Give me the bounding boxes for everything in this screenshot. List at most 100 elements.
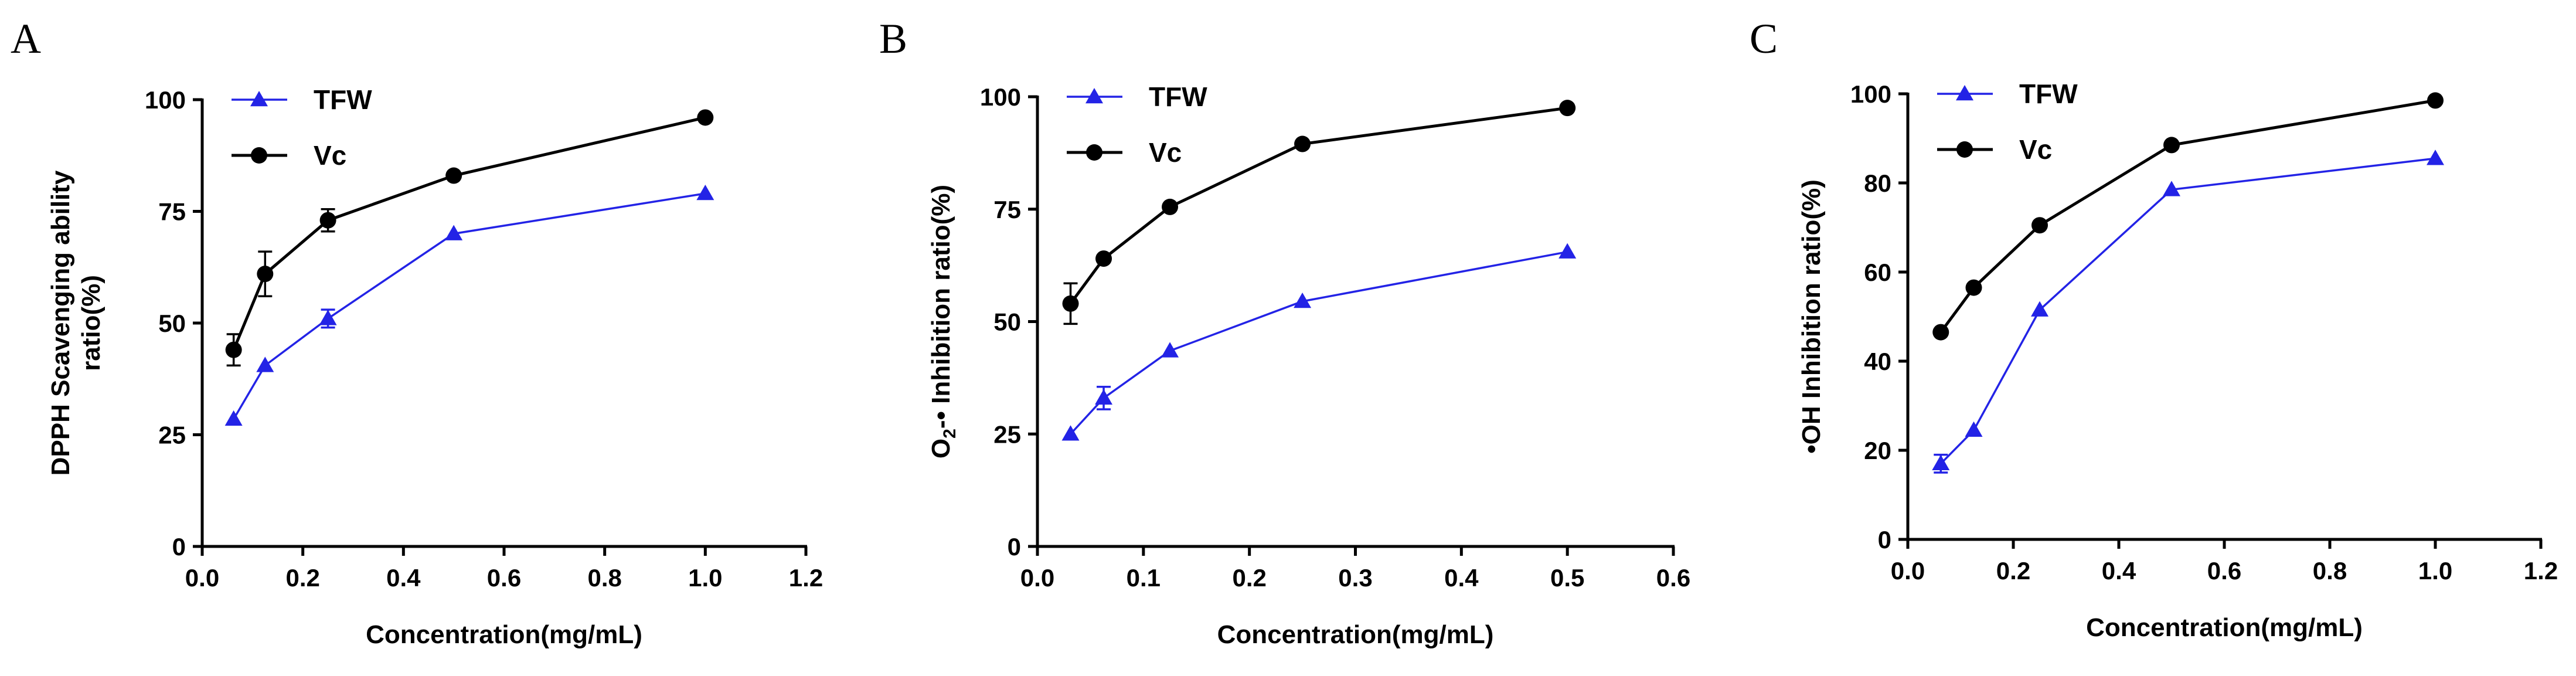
panel-c-vc-point <box>2031 217 2048 234</box>
panel-c-tfw-point <box>2031 301 2048 317</box>
panel-a-legend-marker-tfw <box>250 91 268 107</box>
panel-c-x-tick-label: 1.2 <box>2524 557 2558 585</box>
panel-c-legend-marker-tfw <box>1956 85 1973 101</box>
panel-b-y-axis-title-part: -• Inhibition ratio(%) <box>927 185 955 429</box>
panel-a-vc-point <box>319 212 336 229</box>
panel-c-x-tick-label: 0.0 <box>1891 557 1925 585</box>
panel-c-vc-point <box>1932 324 1949 341</box>
panel-c-x-tick-label: 1.0 <box>2418 557 2452 585</box>
panel-a-vc-point <box>697 109 714 126</box>
panel-b: B 0.0 0.1 0.2 0.3 0.4 0.5 0.6 0 25 50 75 100 Concentr… <box>879 15 1690 649</box>
panel-b-y-axis-title-part: 2 <box>940 429 959 439</box>
panel-c-y-tick-label: 100 <box>1850 80 1891 108</box>
panel-b-legend-label-vc: Vc <box>1149 137 1182 168</box>
panel-a-x-tick-label: 0.4 <box>386 564 421 592</box>
panel-b-tfw-point <box>1161 342 1179 358</box>
panel-b-vc-point <box>1095 250 1112 267</box>
panel-b-y-axis-title-part: O <box>927 439 955 458</box>
panel-c-y-tick-label: 40 <box>1864 348 1891 375</box>
panel-b-letter: B <box>879 15 907 62</box>
panel-b-vc-line <box>1069 106 1568 305</box>
panel-b-tfw-point <box>1061 425 1080 441</box>
panel-b-tfw-line <box>1070 250 1568 435</box>
panel-c-x-tick-label: 0.6 <box>2207 557 2241 585</box>
panel-a-tfw-point <box>319 310 337 325</box>
panel-c-x-tick-label: 0.8 <box>2313 557 2347 585</box>
panel-c-legend-label-vc: Vc <box>2019 134 2052 165</box>
panel-b-x-axis-title: Concentration(mg/mL) <box>1217 620 1494 649</box>
panel-c-letter: C <box>1750 15 1778 62</box>
panel-a-legend-label-vc: Vc <box>314 140 346 171</box>
panel-c-tfw-point <box>2427 150 2444 165</box>
panel-a-tfw-point <box>696 185 714 201</box>
panel-c-tfw-point <box>1965 421 1983 437</box>
panel-c-vc-point <box>2427 92 2444 109</box>
panel-c-tfw-line <box>1940 157 2436 465</box>
panel-c-tfw-point <box>2163 181 2180 196</box>
panel-a-tfw-point <box>256 356 274 372</box>
panel-b-series-tfw <box>1061 243 1577 441</box>
panel-b-tfw-point <box>1294 292 1312 308</box>
panel-a-legend-label-tfw: TFW <box>314 84 372 115</box>
panel-c-x-tick-label: 0.4 <box>2102 557 2136 585</box>
panel-c-x-tick-label: 0.2 <box>1996 557 2030 585</box>
panel-c-series-vc <box>1932 92 2444 341</box>
panel-b-y-tick-label: 25 <box>993 420 1021 448</box>
panel-c-vc-point <box>1965 279 1982 296</box>
panel-c-y-tick-label: 20 <box>1864 437 1891 464</box>
panel-c-vc-point <box>2163 137 2180 154</box>
panel-b-x-tick-label: 0.4 <box>1444 564 1479 592</box>
panel-b-legend: TFW Vc <box>1067 81 1207 168</box>
panel-b-x-tick-label: 0.1 <box>1127 564 1161 592</box>
panel-a-tfw-line <box>233 192 706 420</box>
panel-c-legend-label-tfw: TFW <box>2019 79 2078 109</box>
panel-a-y-axis-title: DPPH Scavenging ability <box>46 170 75 475</box>
panel-b-y-axis-title: O2-• Inhibition ratio(%) <box>927 185 959 458</box>
panel-a-legend-marker-vc <box>251 147 267 164</box>
panel-b-y-tick-label: 75 <box>993 196 1021 223</box>
panel-c-vc-line <box>1939 98 2436 334</box>
panel-a-legend: TFW Vc <box>232 84 372 171</box>
panel-c-legend: TFW Vc <box>1937 79 2078 165</box>
panel-a-series-tfw <box>224 185 714 426</box>
panel-a-x-tick-label: 1.0 <box>688 564 722 592</box>
panel-b-legend-marker-vc <box>1086 144 1102 161</box>
panel-a-x-tick-label: 1.2 <box>789 564 823 592</box>
panel-a-y-tick-label: 50 <box>158 310 186 337</box>
panel-a-tfw-point <box>224 410 243 426</box>
panel-c-series-tfw <box>1932 150 2444 474</box>
panel-a-y-tick-label: 25 <box>158 422 186 449</box>
panel-b-series-vc <box>1062 100 1576 325</box>
panel-a-series-vc <box>225 109 714 367</box>
panel-c-y-tick-label: 0 <box>1878 526 1891 553</box>
panel-a: A 0.0 0.2 0.4 0.6 0.8 1.0 1.2 0 25 50 75 100 Concentr… <box>11 15 823 649</box>
panel-a-vc-line <box>232 116 706 351</box>
panel-b-legend-marker-tfw <box>1085 88 1103 104</box>
panel-c: C 0.0 0.2 0.4 0.6 0.8 1.0 1.2 0 20 40 60 80 100 Concen… <box>1750 15 2558 642</box>
panel-b-vc-point <box>1294 135 1311 152</box>
panel-a-x-tick-label: 0.8 <box>587 564 621 592</box>
panel-b-tfw-point <box>1095 389 1113 405</box>
panel-a-vc-point <box>257 266 274 283</box>
panel-a-vc-point <box>445 167 462 184</box>
panel-a-vc-point <box>225 341 242 358</box>
panel-a-y-tick-label: 0 <box>172 533 186 560</box>
panel-b-x-tick-label: 0.6 <box>1656 564 1690 592</box>
panel-a-y-tick-label: 100 <box>145 86 186 114</box>
panel-c-x-axis-title: Concentration(mg/mL) <box>2086 613 2363 642</box>
panel-b-x-tick-label: 0.5 <box>1550 564 1584 592</box>
panel-a-y-tick-label: 75 <box>158 198 186 226</box>
panel-b-x-tick-label: 0.2 <box>1232 564 1266 592</box>
panel-b-x-tick-label: 0.3 <box>1338 564 1372 592</box>
panel-b-vc-point <box>1062 295 1079 312</box>
panel-a-x-tick-label: 0.0 <box>185 564 219 592</box>
panel-a-x-tick-label: 0.2 <box>285 564 319 592</box>
panel-b-y-tick-label: 0 <box>1008 533 1021 560</box>
panel-b-vc-point <box>1162 198 1179 215</box>
panel-b-y-tick-label: 50 <box>993 308 1021 336</box>
panel-a-x-tick-label: 0.6 <box>487 564 521 592</box>
panel-a-letter: A <box>11 15 41 62</box>
panel-a-x-axis-title: Concentration(mg/mL) <box>366 620 642 649</box>
panel-c-y-tick-label: 60 <box>1864 259 1891 286</box>
